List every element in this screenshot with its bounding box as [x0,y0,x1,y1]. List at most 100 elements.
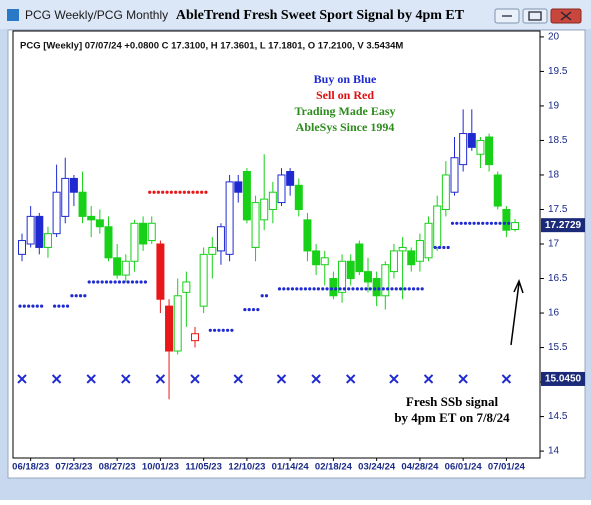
candle-body [199,253,208,307]
stop-dot [446,245,450,250]
candle-body [251,202,260,248]
annotation: by 4pm ET on 7/8/24 [394,410,510,425]
stop-dot [282,287,286,291]
axis-marker-label: 15.0450 [545,374,582,385]
candle-body [398,246,407,252]
window-button-icons [502,11,572,21]
candle-body [467,133,476,148]
candle-body [18,240,26,255]
candle-body [156,243,165,300]
stop-dot [126,280,130,284]
stop-dot [260,294,264,298]
candle-body [294,184,303,210]
axis-marker [541,218,585,233]
candle-body [415,240,424,262]
stop-dot [455,221,459,225]
axis-marker-label: 17.2729 [545,220,582,231]
candle-body [260,198,269,221]
stop-dot [364,287,368,291]
x-tick-label: 11/05/23 [185,462,221,473]
stop-dot [130,280,135,284]
stop-dot [342,287,346,291]
stop-dot [325,287,329,291]
cycle-marker [458,374,468,384]
stop-dot [143,280,147,284]
stop-dot [334,287,338,291]
candle-body [52,191,61,235]
stop-dot [96,280,100,284]
candle-body [346,260,355,280]
stop-dot [472,221,476,225]
stop-dot [360,287,364,291]
stop-dot [53,304,57,308]
stop-dot [459,221,463,225]
chart-title: AbleTrend Fresh Sweet Sport Signal by 4p… [176,8,465,23]
candle-body [225,181,234,255]
maximize-button[interactable] [522,8,548,24]
stop-dot [74,294,78,298]
stop-dot [437,245,442,250]
x-tick-label: 06/01/24 [445,462,483,473]
cycle-marker [155,374,166,384]
stop-dot [57,304,61,308]
cycle-marker [276,374,287,384]
cycle-marker [86,374,96,384]
candle-body [43,233,52,248]
stop-dot [321,287,325,291]
stop-dot [226,328,230,332]
candle-body [139,222,148,245]
stop-dot [433,245,437,250]
y-tick-label: 15.5 [548,342,568,353]
candle-body [78,191,87,217]
stop-dot [251,307,256,312]
stop-dot [83,294,87,298]
candle-body [433,205,442,248]
candle-body [389,250,398,273]
cycle-marker [423,374,434,384]
candle-body [476,139,485,155]
candle-body [502,208,511,231]
x-tick-label: 07/23/23 [55,462,92,473]
stop-dot [494,221,498,225]
annotation: Fresh SSb signal [406,394,499,409]
stop-dot [139,280,143,284]
stop-dot [390,287,394,291]
stop-dot [420,287,424,291]
x-tick-label: 06/18/23 [12,462,49,473]
candle-body [372,278,381,297]
cycle-marker [51,374,62,384]
stop-dot [299,287,303,291]
stop-dot [135,280,139,284]
candle-body [329,278,338,297]
candle-body [182,281,191,293]
candle-body [286,171,295,186]
stop-dot [27,304,31,308]
stop-dot [403,287,407,291]
y-tick-label: 17.5 [548,204,568,215]
y-tick-label: 16 [548,308,560,319]
stop-dot [182,190,186,194]
stop-dot [109,280,113,284]
stop-dot [247,307,251,312]
stop-dot [117,280,122,284]
stop-dot [368,287,372,291]
y-tick-label: 18.5 [548,135,568,146]
stop-dot [347,287,351,291]
candle-body [493,174,502,207]
y-tick-label: 14 [548,446,560,457]
candle-body [441,174,450,210]
stop-dot [195,190,199,194]
stop-dot [65,304,70,308]
axis-marker [541,371,585,386]
candle-body [312,250,321,266]
app-icon [7,9,19,21]
candle-body [147,222,156,242]
stop-dot [450,221,455,225]
candle-body [364,271,372,283]
stop-dot [373,287,377,291]
cycle-marker [501,374,512,384]
candle-body [303,219,312,252]
y-tick-label: 18 [548,170,560,181]
stop-dot [481,221,485,225]
